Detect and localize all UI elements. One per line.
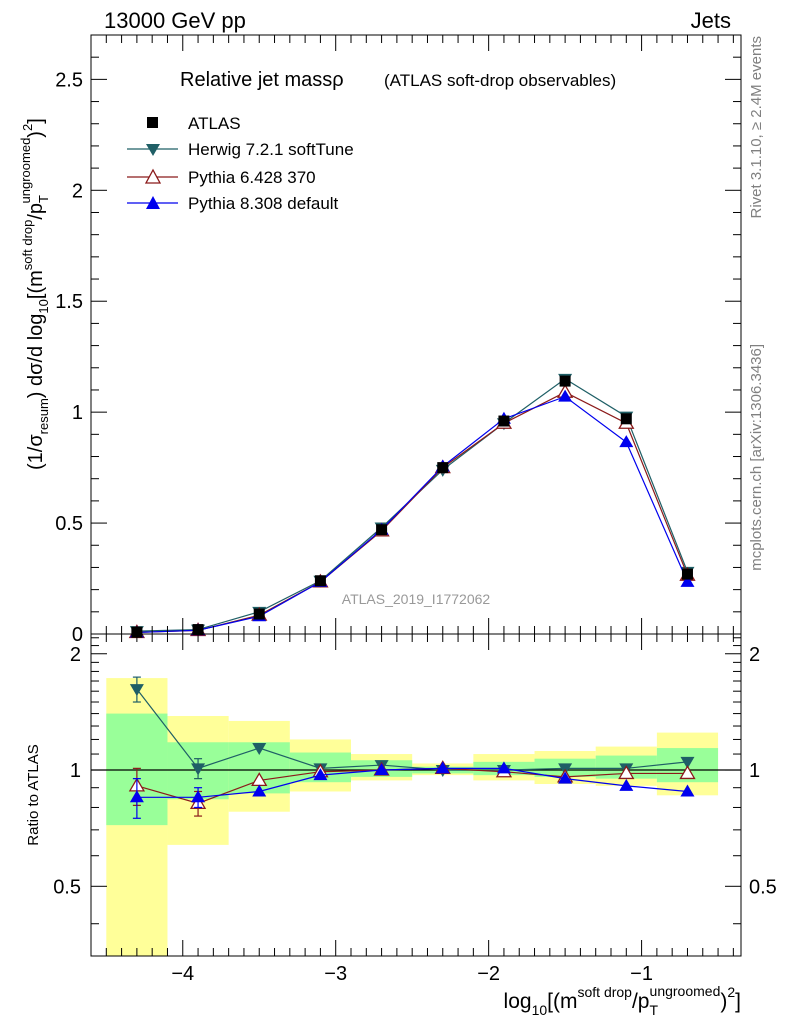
ratio-ytick-label: 2 (70, 644, 81, 666)
ratio-ytick-label: 1 (70, 760, 81, 782)
legend-marker-herwig (146, 144, 160, 156)
ratio-ylabel: Ratio to ATLAS (25, 744, 42, 845)
ratio-point-pythia-8-308-default (619, 778, 634, 791)
point-pythia-8-308-default (558, 389, 573, 402)
ratio-point-pythia-8-308-default (313, 768, 328, 781)
ratio-point-pythia-8-308-default (374, 763, 389, 776)
point-atlas (681, 568, 693, 580)
ratio-xtick-label: −2 (477, 963, 500, 985)
ratio-point-pythia-6-428-370 (679, 765, 696, 780)
series-line-pythia-8-308-default (136, 395, 689, 634)
ratio-xlabel: log10[(msoft drop/pTungroomed)2] (504, 983, 741, 1018)
legend-entry-pythia6: Pythia 6.428 370 (127, 168, 316, 187)
point-atlas (437, 462, 449, 474)
header-right: Jets (691, 8, 731, 33)
ratio-point-herwig-7-2-1-softtune (680, 756, 695, 769)
point-atlas (498, 415, 510, 427)
legend-label-pythia6: Pythia 6.428 370 (188, 168, 316, 187)
point-pythia-8-308-default (680, 574, 695, 587)
main-ytick-label: 2.5 (55, 69, 83, 91)
legend-marker-pythia8 (146, 196, 160, 209)
ratio-line-herwig-7-2-1-softtune (136, 688, 688, 771)
legend-label-pythia8: Pythia 8.308 default (188, 194, 339, 213)
point-atlas (314, 575, 326, 587)
main-ytick-label: 0.5 (55, 513, 83, 535)
ratio-ytick-label-right: 2 (749, 644, 760, 666)
main-panel: 0 0.5 1 1.5 2 2.5 Relative jet massρ (ATLAS s… (18, 34, 742, 646)
main-ytick-label: 0 (72, 624, 83, 646)
legend-entry-pythia8: Pythia 8.308 default (127, 194, 339, 213)
ratio-point-pythia-8-308-default (680, 784, 695, 797)
ratio-ytick-label-right: 0.5 (749, 876, 777, 898)
ratio-panel: 0.5 0.5 1 1 2 2 −4 −3 −2 −1 Ratio to ATLAS log10[… (25, 633, 777, 1018)
legend-marker-atlas (147, 117, 158, 128)
point-atlas (376, 524, 388, 536)
ratio-xtick-label: −3 (324, 963, 347, 985)
ratio-line-pythia-8-308-default (136, 767, 688, 798)
main-title: Relative jet massρ (180, 69, 344, 91)
ratio-point-pythia-8-308-default (129, 790, 144, 803)
side-label-top: Rivet 3.1.10, ≥ 2.4M events (748, 36, 765, 219)
ratio-point-herwig-7-2-1-softtune (252, 743, 267, 756)
main-ytick-label: 2 (72, 180, 83, 202)
main-ylabel: (1/σresum) dσ/d log10[(msoft drop/pTungr… (18, 118, 51, 470)
legend-marker-pythia6 (144, 168, 162, 184)
ratio-point-pythia-8-308-default (252, 784, 267, 797)
ratio-frame (90, 633, 742, 957)
main-ytick-label: 1 (72, 402, 83, 424)
main-ytick-label: 1.5 (55, 291, 83, 313)
side-label-bottom: mcplots.cern.ch [arXiv:1306.3436] (748, 344, 765, 571)
legend-label-atlas: ATLAS (188, 114, 241, 133)
ratio-point-pythia-8-308-default (558, 771, 573, 784)
ratio-xtick-label: −1 (630, 963, 653, 985)
point-atlas (620, 413, 632, 425)
ratio-point-pythia-8-308-default (191, 790, 206, 803)
legend-label-herwig: Herwig 7.2.1 softTune (188, 140, 354, 159)
legend: ATLAS Herwig 7.2.1 softTune Pythia 6.428… (127, 114, 354, 213)
ratio-ytick-label-right: 1 (749, 760, 760, 782)
ratio-ytick-label: 0.5 (53, 876, 81, 898)
ratio-point-pythia-8-308-default (435, 761, 450, 774)
ratio-xtick-label: −4 (171, 963, 194, 985)
legend-entry-atlas: ATLAS (147, 114, 241, 133)
header-left: 13000 GeV pp (104, 8, 246, 33)
ratio-point-herwig-7-2-1-softtune (191, 763, 206, 776)
point-atlas (559, 375, 571, 387)
point-pythia-8-308-default (619, 435, 634, 448)
ratio-point-pythia-8-308-default (496, 761, 511, 774)
main-subtitle: (ATLAS soft-drop observables) (384, 71, 616, 90)
point-atlas (253, 608, 265, 620)
ratio-point-pythia-6-428-370 (618, 765, 635, 780)
legend-entry-herwig: Herwig 7.2.1 softTune (127, 140, 354, 159)
ratio-point-herwig-7-2-1-softtune (129, 684, 144, 697)
watermark: ATLAS_2019_I1772062 (342, 591, 491, 607)
